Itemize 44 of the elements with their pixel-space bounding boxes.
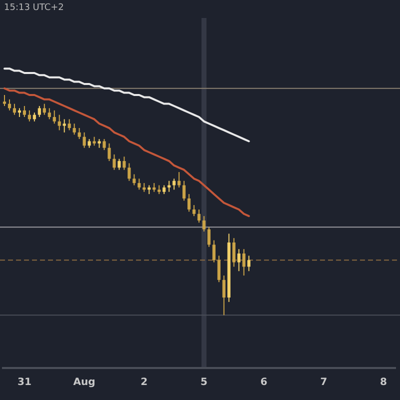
candlestick <box>172 178 176 190</box>
candlestick <box>22 106 26 118</box>
candlestick <box>207 226 211 248</box>
x-tick-label: Aug <box>73 377 96 388</box>
candlestick <box>212 240 216 263</box>
candlestick <box>108 142 111 162</box>
candlestick <box>52 110 56 124</box>
candlestick <box>197 208 201 224</box>
x-tick-label: 8 <box>380 377 388 388</box>
candlestick <box>42 103 46 116</box>
candlestick <box>122 156 126 170</box>
candlestick <box>192 204 196 217</box>
candlestick <box>112 154 116 170</box>
candlestick <box>12 103 16 116</box>
x-tick-label: 5 <box>200 377 208 388</box>
candlestick <box>48 108 51 120</box>
candlestick <box>182 180 186 202</box>
candlestick <box>138 178 141 190</box>
x-tick-label: 31 <box>17 377 32 388</box>
candlestick <box>232 238 236 268</box>
candlestick <box>132 174 136 186</box>
candlestick <box>58 114 61 131</box>
candlestick <box>237 248 240 272</box>
x-tick-label: 2 <box>140 377 148 388</box>
candlestick <box>2 94 6 107</box>
candlestick <box>118 158 121 170</box>
x-tick-label: 6 <box>260 377 268 388</box>
candlestick <box>128 162 131 182</box>
candlestick <box>187 194 191 212</box>
x-tick-label: 7 <box>320 377 328 388</box>
candlestick <box>202 216 206 232</box>
candlestick <box>242 248 246 276</box>
candlestick <box>178 172 181 188</box>
candlestick <box>82 132 86 148</box>
candlestick <box>217 255 220 283</box>
candlestick <box>62 118 66 133</box>
candlestick <box>102 138 106 151</box>
candlestick <box>222 275 226 316</box>
candlestick <box>38 106 41 118</box>
candlestick <box>72 123 76 136</box>
candlestick <box>78 128 81 140</box>
candlestick <box>247 255 250 272</box>
text: 15:13 UTC+2 <box>4 3 64 13</box>
candlestick <box>68 118 71 131</box>
